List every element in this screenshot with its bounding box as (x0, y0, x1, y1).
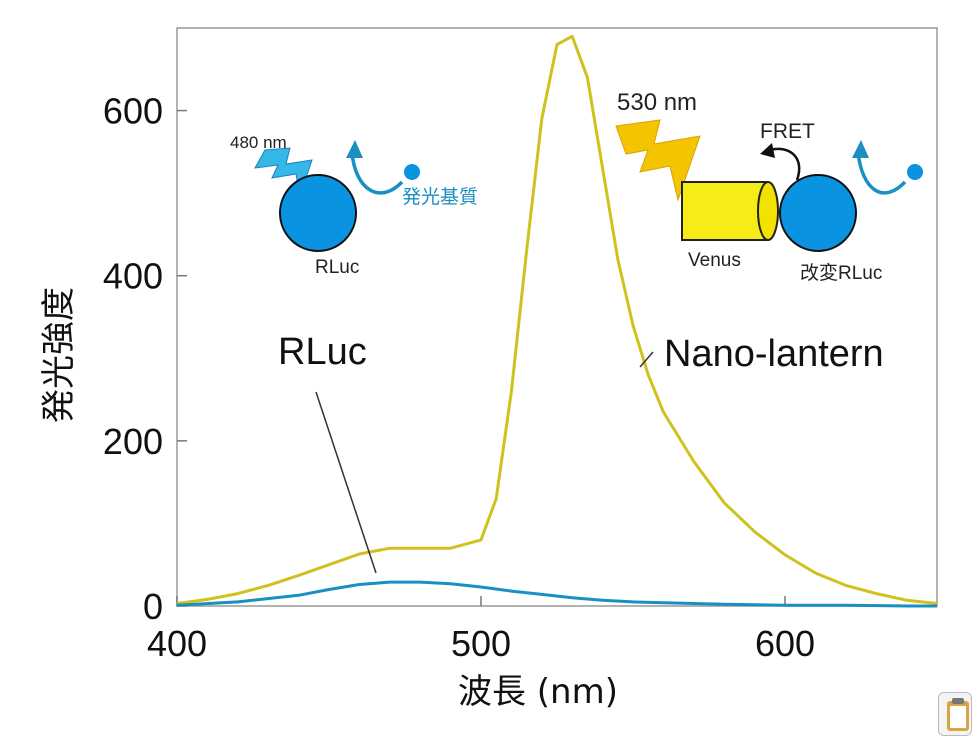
x-axis-title: 波長 (nm) (458, 672, 618, 712)
nano-substrate-arrowhead-icon (852, 140, 869, 158)
plot-frame (176, 27, 938, 607)
substrate-arrow-icon (350, 151, 404, 195)
rluc-protein-label: RLuc (315, 257, 359, 278)
nano-substrate-arrow-icon (856, 151, 907, 195)
series-label-rluc: RLuc (278, 331, 367, 373)
fret-arrowhead-icon (760, 143, 775, 158)
substrate-dot-icon (404, 164, 420, 180)
y-tick-label: 400 (103, 256, 163, 297)
venus-cylinder-body-icon (681, 181, 769, 241)
venus-label: Venus (688, 250, 741, 271)
y-tick-label: 0 (143, 586, 163, 627)
x-axis: 400 500 600 (147, 596, 815, 664)
rluc-leader-line (315, 391, 377, 574)
clipboard-icon[interactable] (938, 692, 972, 736)
fret-arrow-icon (769, 147, 801, 181)
yellow-bolt-icon (615, 119, 701, 202)
y-axis-title: 発光強度 (39, 287, 79, 423)
series-label-nano-lantern: Nano-lantern (664, 333, 884, 375)
rluc-substrate-label: 発光基質 (402, 186, 478, 208)
series-line-nano-lantern (176, 34, 938, 605)
rluc-wavelength-label: 480 nm (230, 133, 287, 152)
nano-leader-line (639, 351, 654, 368)
modified-rluc-protein-icon (779, 174, 857, 252)
venus-cylinder-cap-icon (757, 181, 779, 241)
x-tick-label: 400 (147, 623, 207, 664)
y-tick-label: 200 (103, 421, 163, 462)
series-line-rluc (176, 580, 937, 608)
modified-rluc-label: 改変RLuc (800, 262, 882, 284)
nanolantern-schematic: 530 nm FRET Venus 改変RLuc (615, 89, 923, 284)
fret-label: FRET (760, 120, 815, 143)
y-tick-label: 600 (103, 91, 163, 132)
rluc-schematic: 480 nm 発光基質 RLuc (230, 133, 478, 278)
rluc-protein-icon (279, 174, 357, 252)
x-tick-label: 600 (755, 623, 815, 664)
nano-wavelength-label: 530 nm (617, 89, 697, 116)
substrate-arrowhead-icon (346, 140, 363, 158)
nano-substrate-dot-icon (907, 164, 923, 180)
y-axis: 0 200 400 600 (103, 91, 187, 627)
x-tick-label: 500 (451, 623, 511, 664)
